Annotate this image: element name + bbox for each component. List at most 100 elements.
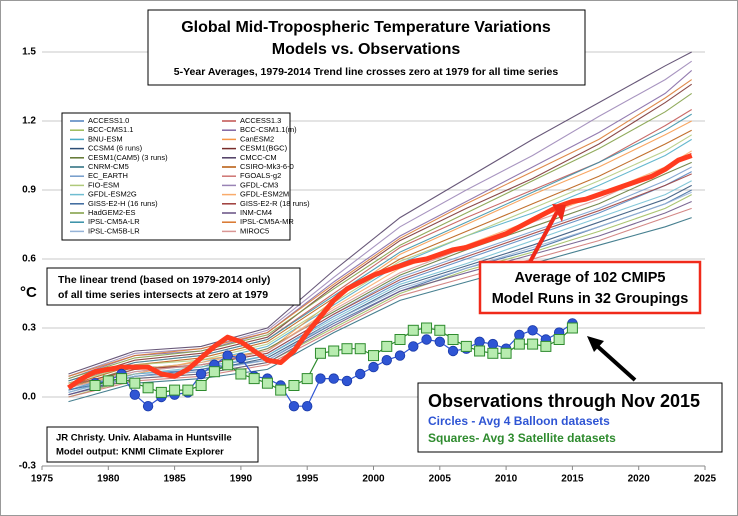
legend-label: GISS-E2-H (16 runs) bbox=[88, 199, 158, 208]
satellite-point bbox=[553, 334, 565, 345]
trend-note: The linear trend (based on 1979-2014 onl… bbox=[58, 274, 270, 286]
legend-label: GFDL-ESM2G bbox=[88, 190, 137, 199]
legend-label: CMCC-CM bbox=[240, 153, 277, 162]
satellite-point bbox=[155, 386, 167, 398]
balloon-point bbox=[235, 352, 247, 364]
y-tick-label: -0.3 bbox=[19, 461, 37, 472]
x-tick-label: 1975 bbox=[31, 474, 54, 485]
balloon-point bbox=[129, 389, 141, 400]
model-line bbox=[68, 173, 692, 387]
satellite-point bbox=[540, 340, 552, 352]
legend-box bbox=[61, 112, 291, 241]
credit: Model output: KNMI Climate Explorer bbox=[56, 447, 224, 458]
average-note: Average of 102 CMIP5 bbox=[515, 270, 666, 286]
satellite-point bbox=[288, 380, 300, 391]
model-line bbox=[68, 129, 692, 387]
satellite-point bbox=[222, 359, 234, 371]
x-tick-label: 1980 bbox=[97, 474, 120, 485]
balloon-point bbox=[381, 355, 392, 366]
satellite-point bbox=[487, 347, 499, 359]
balloon-point bbox=[302, 401, 313, 412]
arrow bbox=[528, 211, 559, 263]
average-line bbox=[67, 153, 693, 390]
balloon-point bbox=[487, 338, 499, 350]
satellite-point bbox=[248, 373, 260, 385]
satellite-point bbox=[314, 347, 326, 359]
model-line bbox=[68, 51, 692, 375]
x-tick-label: 2020 bbox=[628, 474, 651, 485]
observations-legend: Circles - Avg 4 Balloon datasets bbox=[428, 414, 610, 428]
satellite-point bbox=[527, 338, 539, 350]
model-line bbox=[68, 207, 692, 398]
x-tick-label: 1995 bbox=[296, 474, 319, 485]
satellite-point bbox=[513, 338, 525, 350]
balloon-point bbox=[195, 368, 207, 380]
legend-label: CESM1(BGC) bbox=[240, 144, 288, 153]
legend-label: HadGEM2-ES bbox=[88, 208, 136, 217]
x-tick-label: 2025 bbox=[694, 474, 717, 485]
chart-title: Global Mid-Tropospheric Temperature Vari… bbox=[181, 19, 551, 36]
model-line bbox=[68, 134, 692, 384]
legend-label: GFDL-CM3 bbox=[240, 180, 278, 189]
legend-label: BCC-CMS1.1 bbox=[88, 125, 133, 134]
satellite-point bbox=[89, 380, 101, 391]
satellite-point bbox=[341, 343, 353, 355]
average-note: Model Runs in 32 Groupings bbox=[492, 291, 689, 307]
balloon-point bbox=[394, 350, 406, 361]
model-line bbox=[68, 69, 693, 380]
trend-note: of all time series intersects at zero at… bbox=[58, 289, 268, 301]
legend-label: CCSM4 (6 runs) bbox=[88, 144, 143, 153]
model-line bbox=[68, 79, 693, 377]
model-line bbox=[68, 92, 693, 380]
arrow-head bbox=[552, 204, 566, 222]
satellite-point bbox=[381, 340, 393, 352]
chart-note: 5-Year Averages, 1979-2014 Trend line cr… bbox=[174, 66, 559, 78]
balloon-point bbox=[474, 336, 485, 348]
y-axis-label: °C bbox=[20, 284, 37, 301]
legend-label: ACCESS1.0 bbox=[88, 116, 129, 125]
balloon-point bbox=[368, 361, 379, 373]
observations-legend: Squares- Avg 3 Satellite datasets bbox=[428, 431, 616, 445]
satellite-point bbox=[328, 345, 340, 357]
average-box bbox=[478, 260, 702, 315]
model-line bbox=[68, 83, 693, 382]
balloon-point bbox=[408, 341, 419, 352]
balloon-point bbox=[328, 373, 339, 384]
satellite-point bbox=[447, 334, 459, 345]
satellite-point bbox=[129, 377, 141, 389]
legend-label: MIROC5 bbox=[240, 226, 269, 235]
credit: JR Christy. Univ. Alabama in Huntsville bbox=[56, 433, 232, 444]
title-box bbox=[147, 9, 586, 86]
balloon-point bbox=[288, 401, 300, 412]
balloon-point bbox=[514, 329, 525, 341]
satellite-point bbox=[354, 343, 366, 355]
balloon-point bbox=[527, 325, 538, 336]
balloon-point bbox=[434, 336, 446, 348]
legend-label: CanESM2 bbox=[240, 134, 274, 143]
balloon-point bbox=[222, 350, 233, 361]
balloon-point bbox=[447, 345, 459, 357]
balloon-point bbox=[142, 401, 154, 412]
satellite-point bbox=[275, 384, 287, 396]
balloon-point bbox=[355, 368, 366, 380]
x-tick-label: 2005 bbox=[429, 474, 452, 485]
legend-label: ACCESS1.3 bbox=[240, 116, 281, 125]
legend-label: FGOALS-g2 bbox=[240, 171, 281, 180]
model-line bbox=[68, 180, 692, 393]
satellite-point bbox=[460, 340, 472, 352]
satellite-point bbox=[474, 345, 486, 357]
legend-label: BCC-CSM1.1(m) bbox=[240, 125, 297, 134]
y-tick-label: 1.5 bbox=[22, 47, 36, 58]
satellite-point bbox=[182, 384, 194, 396]
satellite-point bbox=[301, 373, 313, 385]
legend-label: GFDL-ESM2M bbox=[240, 190, 289, 199]
satellite-point bbox=[500, 347, 512, 359]
y-tick-label: 0.3 bbox=[22, 323, 36, 334]
model-line bbox=[68, 60, 693, 377]
legend-label: INM-CM4 bbox=[240, 208, 272, 217]
legend-label: IPSL-CM5A-LR bbox=[88, 217, 140, 226]
y-tick-label: 0.0 bbox=[22, 392, 36, 403]
legend-label: CNRM-CM5 bbox=[88, 162, 129, 171]
x-tick-label: 1985 bbox=[163, 474, 186, 485]
legend-label: FIO-ESM bbox=[88, 180, 119, 189]
